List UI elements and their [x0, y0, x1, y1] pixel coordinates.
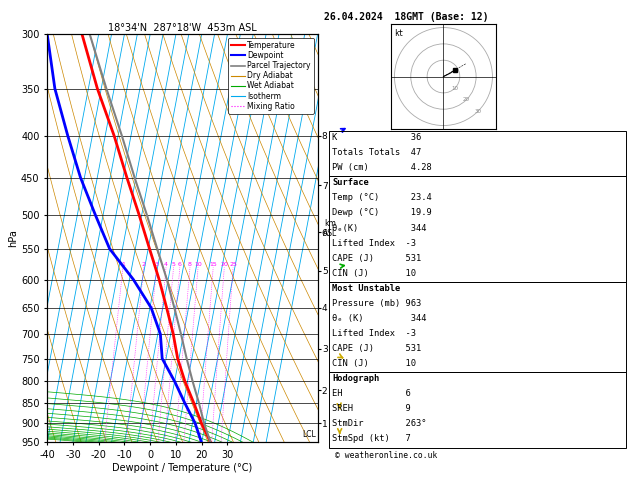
Y-axis label: km
ASL: km ASL	[323, 219, 338, 238]
Text: Most Unstable: Most Unstable	[332, 284, 401, 293]
Text: Temp (°C)      23.4: Temp (°C) 23.4	[332, 193, 432, 203]
Text: Lifted Index  -3: Lifted Index -3	[332, 239, 416, 248]
Text: 10: 10	[194, 261, 202, 267]
Text: CAPE (J)      531: CAPE (J) 531	[332, 254, 421, 263]
Text: StmSpd (kt)   7: StmSpd (kt) 7	[332, 434, 411, 444]
Text: EH            6: EH 6	[332, 389, 411, 399]
Text: Hodograph: Hodograph	[332, 374, 379, 383]
Text: Lifted Index  -3: Lifted Index -3	[332, 329, 416, 338]
Text: 8: 8	[188, 261, 192, 267]
Text: K              36: K 36	[332, 133, 421, 142]
Text: SREH          9: SREH 9	[332, 404, 411, 414]
Text: 20: 20	[463, 97, 470, 102]
Text: Pressure (mb) 963: Pressure (mb) 963	[332, 299, 421, 308]
Text: LCL: LCL	[303, 430, 316, 439]
Text: 15: 15	[209, 261, 217, 267]
Text: θₑ(K)          344: θₑ(K) 344	[332, 224, 426, 233]
Text: Surface: Surface	[332, 178, 369, 188]
Text: Totals Totals  47: Totals Totals 47	[332, 148, 421, 157]
Text: 6: 6	[178, 261, 182, 267]
Text: 20: 20	[220, 261, 228, 267]
Text: CAPE (J)      531: CAPE (J) 531	[332, 344, 421, 353]
Text: θₑ (K)         344: θₑ (K) 344	[332, 314, 426, 323]
Text: 4: 4	[164, 261, 168, 267]
Text: 26.04.2024  18GMT (Base: 12): 26.04.2024 18GMT (Base: 12)	[324, 12, 489, 22]
Title: 18°34'N  287°18'W  453m ASL: 18°34'N 287°18'W 453m ASL	[108, 23, 257, 33]
Text: © weatheronline.co.uk: © weatheronline.co.uk	[335, 451, 438, 461]
Text: PW (cm)        4.28: PW (cm) 4.28	[332, 163, 432, 173]
Text: CIN (J)       10: CIN (J) 10	[332, 269, 416, 278]
Text: 1: 1	[121, 261, 125, 267]
X-axis label: Dewpoint / Temperature (°C): Dewpoint / Temperature (°C)	[113, 463, 252, 473]
Text: 30: 30	[474, 109, 482, 114]
Text: 3: 3	[155, 261, 159, 267]
Text: CIN (J)       10: CIN (J) 10	[332, 359, 416, 368]
Text: 10: 10	[452, 86, 459, 90]
Text: 5: 5	[172, 261, 175, 267]
Legend: Temperature, Dewpoint, Parcel Trajectory, Dry Adiabat, Wet Adiabat, Isotherm, Mi: Temperature, Dewpoint, Parcel Trajectory…	[228, 38, 314, 114]
Text: StmDir        263°: StmDir 263°	[332, 419, 426, 429]
Text: 25: 25	[229, 261, 237, 267]
Y-axis label: hPa: hPa	[8, 229, 18, 247]
Text: 2: 2	[142, 261, 146, 267]
Text: Dewp (°C)      19.9: Dewp (°C) 19.9	[332, 208, 432, 218]
Text: kt: kt	[394, 29, 404, 38]
